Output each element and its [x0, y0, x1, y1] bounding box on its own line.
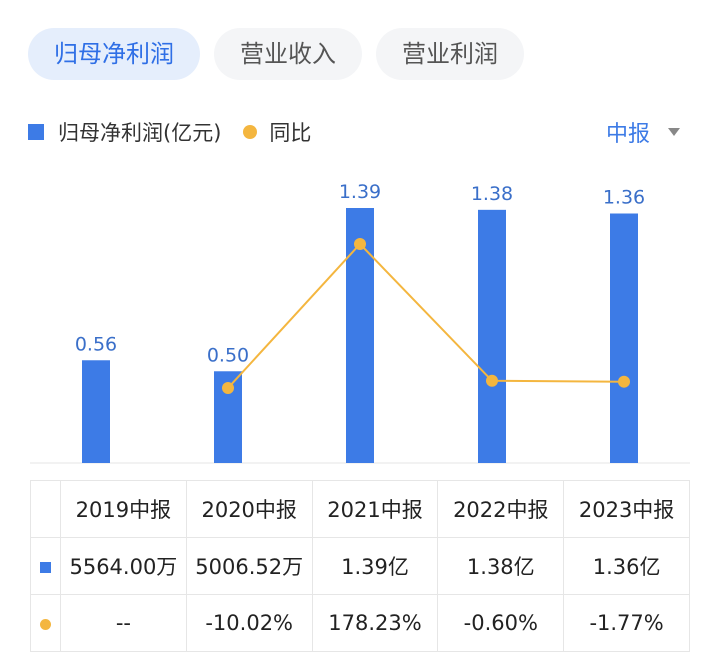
yoy-point: [486, 374, 498, 387]
table-cell: --: [60, 594, 187, 652]
table-header-cell: 2020中报: [185, 480, 313, 538]
bar-legend-label: 归母净利润(亿元): [58, 121, 222, 145]
caret-down-icon: [668, 128, 680, 136]
yoy-point: [354, 238, 366, 250]
line-row-marker: [40, 619, 51, 630]
bar-row-marker: [40, 562, 51, 573]
bar-value-label: 1.39: [339, 181, 381, 203]
table-cell: -1.77%: [563, 594, 690, 652]
table-header-cell: 2022中报: [437, 480, 565, 538]
bar: [610, 213, 638, 463]
table-cell: -10.02%: [185, 594, 313, 652]
table-cell: 178.23%: [311, 594, 439, 652]
table-cell: 5006.52万: [185, 537, 313, 595]
data-table: 2019中报 2020中报 2021中报 2022中报 2023中报 5564.…: [30, 480, 690, 652]
bar: [82, 360, 110, 463]
yoy-point: [222, 382, 234, 394]
bar: [478, 209, 506, 463]
bar-value-label: 1.36: [603, 187, 645, 209]
period-dropdown[interactable]: 中报: [606, 116, 680, 148]
bar-value-label: 0.50: [207, 344, 249, 366]
table-header-cell: 2023中报: [563, 480, 690, 538]
yoy-line: [227, 242, 625, 389]
net-profit-chart: 0.56 0.50 1.39 1.38 1.36: [30, 181, 690, 464]
table-header-row: 2019中报 2020中报 2021中报 2022中报 2023中报: [30, 480, 690, 538]
tab-operating-profit[interactable]: 营业利润: [376, 28, 524, 80]
table-cell: 1.36亿: [563, 537, 690, 595]
tab-net-profit-attributable[interactable]: 归母净利润: [28, 28, 200, 80]
yoy-point: [618, 375, 630, 388]
metric-tabs: 归母净利润 营业收入 营业利润: [28, 28, 524, 80]
table-cell: 1.38亿: [437, 537, 565, 595]
table-row-yoy: -- -10.02% 178.23% -0.60% -1.77%: [30, 594, 690, 652]
table-cell: 5564.00万: [60, 537, 187, 595]
bar: [346, 208, 374, 463]
table-header-cell: 2021中报: [311, 480, 439, 538]
table-cell: -0.60%: [437, 594, 565, 652]
tab-operating-revenue[interactable]: 营业收入: [214, 28, 362, 80]
line-legend-marker: [243, 125, 258, 139]
chart-legend: 归母净利润(亿元) 同比: [28, 116, 311, 148]
table-cell: 1.39亿: [311, 537, 439, 595]
bar-legend-marker: [28, 124, 44, 140]
period-dropdown-value: 中报: [605, 122, 650, 147]
bar-value-label: 1.38: [471, 183, 513, 205]
table-row-profit: 5564.00万 5006.52万 1.39亿 1.38亿 1.36亿: [30, 537, 690, 595]
table-header-cell: 2019中报: [60, 480, 187, 538]
line-legend-label: 同比: [269, 121, 312, 145]
bar-value-label: 0.56: [75, 333, 117, 355]
